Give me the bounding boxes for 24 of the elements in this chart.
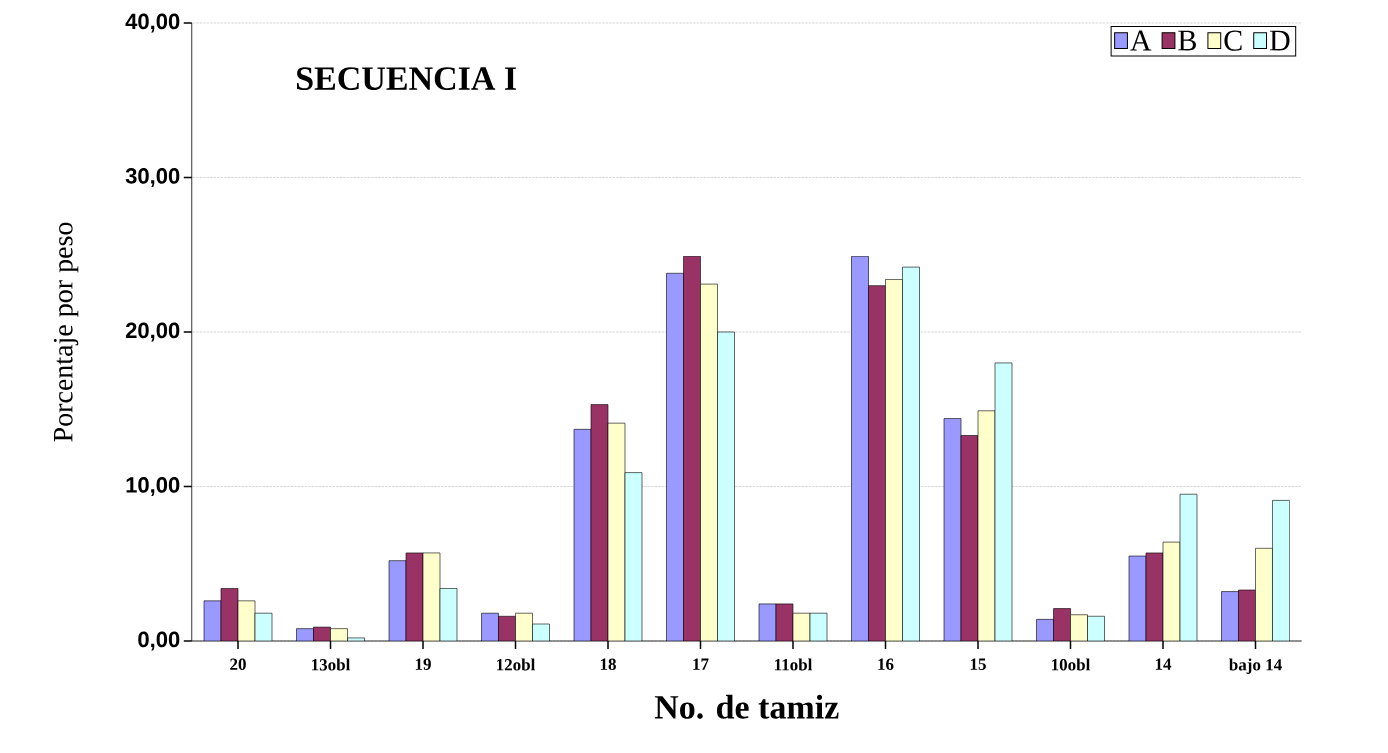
x-tick-label: 17 bbox=[693, 658, 709, 670]
x-tick-label: 16 bbox=[878, 658, 894, 670]
y-tick-label: 10,00 bbox=[126, 477, 180, 496]
x-tick-label: 15 bbox=[970, 658, 986, 670]
x-tick-label: 19 bbox=[415, 658, 431, 670]
x-axis-title: No. de tamiz bbox=[654, 694, 839, 719]
y-tick-label: 30,00 bbox=[125, 168, 180, 187]
x-tick-label: bajo 14 bbox=[1229, 658, 1282, 674]
legend-label: D bbox=[1269, 30, 1290, 51]
x-tick-label: 20 bbox=[230, 658, 246, 671]
text: SECUENCIA I bbox=[296, 67, 516, 91]
y-tick-label: 40,00 bbox=[125, 13, 180, 33]
legend-label: A bbox=[1130, 30, 1152, 51]
x-tick-label: 10obl bbox=[1052, 658, 1091, 671]
legend-label: B bbox=[1178, 30, 1196, 51]
x-tick-label: 12obl bbox=[497, 658, 536, 671]
x-tick-label: 13obl bbox=[312, 658, 351, 671]
y-axis-title: Porcentaje por peso bbox=[53, 222, 79, 442]
y-tick-label: 20,00 bbox=[125, 322, 180, 342]
x-tick-label: 11obl bbox=[775, 658, 813, 671]
x-tick-label: 18 bbox=[600, 658, 616, 671]
x-tick-label: 14 bbox=[1155, 658, 1172, 670]
y-tick-label: 0,00 bbox=[138, 631, 180, 651]
legend-label: C bbox=[1224, 30, 1242, 51]
